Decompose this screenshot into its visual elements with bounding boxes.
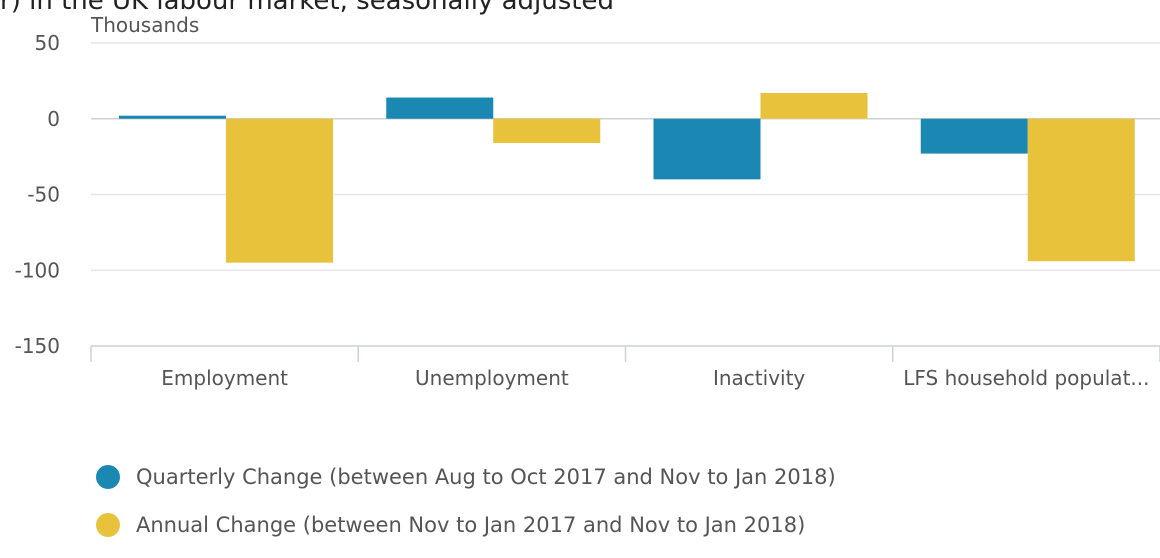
legend-item-quarterly[interactable]: Quarterly Change (between Aug to Oct 201… — [96, 462, 836, 492]
x-axis — [90, 345, 1160, 362]
x-tick-label: Inactivity — [713, 366, 805, 390]
bar-annual[interactable] — [760, 92, 868, 119]
legend-label-annual: Annual Change (between Nov to Jan 2017 a… — [136, 513, 806, 537]
y-tick-label: -50 — [27, 183, 60, 207]
bar-quarterly[interactable] — [920, 118, 1028, 154]
y-tick-label: -100 — [15, 258, 60, 282]
y-tick-labels: 50 0 -50 -100 -150 — [15, 31, 60, 358]
y-tick-label: 50 — [35, 31, 60, 55]
bar-quarterly[interactable] — [386, 97, 494, 119]
bars — [119, 92, 1135, 263]
y-tick-label: 0 — [47, 107, 60, 131]
bar-annual[interactable] — [1027, 118, 1135, 262]
legend-label-quarterly: Quarterly Change (between Aug to Oct 201… — [136, 465, 836, 489]
x-tick-labels: Employment Unemployment Inactivity LFS hous… — [161, 366, 1149, 390]
y-tick-label: -150 — [15, 334, 60, 358]
x-tick-label: Unemployment — [415, 366, 569, 390]
chart-title-fragment: r) in the UK labour market, seasonally a… — [0, 0, 614, 16]
legend: Quarterly Change (between Aug to Oct 201… — [96, 462, 836, 558]
x-tick-label: Employment — [161, 366, 288, 390]
bar-annual[interactable] — [226, 118, 333, 263]
bar-chart: 50 0 -50 -100 -150 Employment Unemployment Ina… — [15, 31, 1160, 390]
legend-swatch-annual — [96, 513, 120, 537]
bar-quarterly[interactable] — [119, 115, 226, 119]
x-tick-label: LFS household populat... — [903, 366, 1149, 390]
legend-swatch-quarterly — [96, 465, 120, 489]
bar-quarterly[interactable] — [653, 118, 761, 180]
legend-item-annual[interactable]: Annual Change (between Nov to Jan 2017 a… — [96, 510, 836, 540]
bar-annual[interactable] — [493, 118, 601, 143]
y-axis-unit-label: Thousands — [91, 13, 200, 37]
